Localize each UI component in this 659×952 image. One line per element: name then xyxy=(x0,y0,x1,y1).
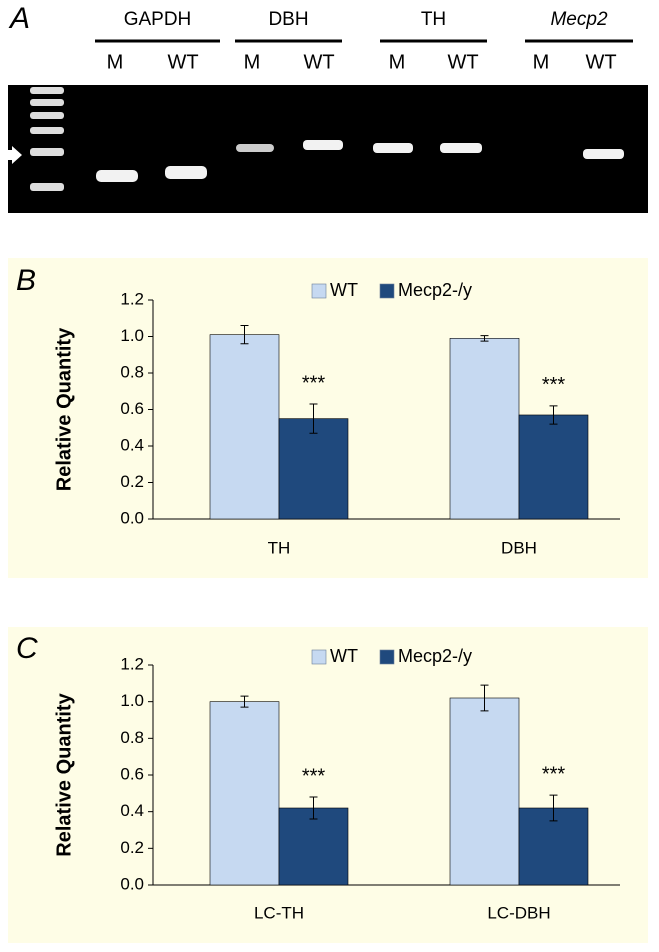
error-bar xyxy=(309,403,318,434)
error-bar xyxy=(480,335,489,342)
lane-label: WT xyxy=(447,51,478,73)
x-tick-label: LC-TH xyxy=(254,903,304,922)
bar xyxy=(449,697,520,886)
lane-label: WT xyxy=(167,51,198,73)
error-bar xyxy=(240,325,249,345)
legend-label: Mecp2-/y xyxy=(398,280,472,300)
y-tick-label: 1.2 xyxy=(120,289,144,308)
panel-label: B xyxy=(16,264,36,297)
gene-label: Mecp2 xyxy=(550,9,607,30)
y-tick-label: 0.2 xyxy=(120,472,144,491)
y-tick-label: 0.4 xyxy=(120,801,144,820)
y-axis-label: Relative Quantity xyxy=(53,327,75,491)
significance: *** xyxy=(542,763,566,785)
legend-swatch xyxy=(379,649,395,665)
significance: *** xyxy=(302,765,326,787)
panel-label: A xyxy=(8,2,30,35)
lane-label: M xyxy=(244,51,261,73)
bar xyxy=(518,414,589,520)
y-tick-label: 0.4 xyxy=(120,435,144,454)
gene-label: GAPDH xyxy=(124,9,192,30)
legend-label: Mecp2-/y xyxy=(398,646,472,666)
lane-label: M xyxy=(107,51,124,73)
legend-swatch xyxy=(379,283,395,299)
panel-label: C xyxy=(16,632,38,665)
bands xyxy=(96,140,624,182)
error-bar xyxy=(480,684,489,712)
bar xyxy=(278,418,349,520)
y-tick-label: 1.0 xyxy=(120,691,144,710)
y-tick-label: 0.8 xyxy=(120,728,144,747)
x-tick-label: TH xyxy=(268,538,291,557)
bar xyxy=(209,334,280,520)
significance: *** xyxy=(302,372,326,394)
y-tick-label: 1.0 xyxy=(120,326,144,345)
lane-label: WT xyxy=(585,51,616,73)
legend-label: WT xyxy=(330,280,358,300)
arrow xyxy=(0,146,22,164)
y-tick-label: 0.0 xyxy=(120,508,144,527)
error-bar xyxy=(549,794,558,822)
y-tick-label: 0.2 xyxy=(120,838,144,857)
y-tick-label: 0.6 xyxy=(120,764,144,783)
gene-label: TH xyxy=(421,9,446,30)
x-tick-label: DBH xyxy=(501,538,537,557)
significance: *** xyxy=(542,374,566,396)
y-tick-label: 0.6 xyxy=(120,399,144,418)
x-tick-label: LC-DBH xyxy=(487,903,550,922)
y-tick-label: 0.8 xyxy=(120,362,144,381)
y-tick-label: 1.2 xyxy=(120,654,144,673)
legend-swatch xyxy=(311,649,327,665)
ladder xyxy=(30,87,64,191)
y-tick-label: 0.0 xyxy=(120,874,144,893)
error-bar xyxy=(549,405,558,425)
panel-background xyxy=(8,627,648,943)
error-bar xyxy=(309,796,318,820)
legend-label: WT xyxy=(330,646,358,666)
error-bar xyxy=(240,695,249,708)
bar xyxy=(209,701,280,886)
y-axis-label: Relative Quantity xyxy=(53,692,75,856)
legend-swatch xyxy=(311,283,327,299)
lane-label: M xyxy=(389,51,406,73)
bar xyxy=(278,807,349,886)
lane-label: WT xyxy=(303,51,334,73)
lane-label: M xyxy=(533,51,550,73)
gene-label: DBH xyxy=(268,9,308,30)
bar xyxy=(449,338,520,520)
